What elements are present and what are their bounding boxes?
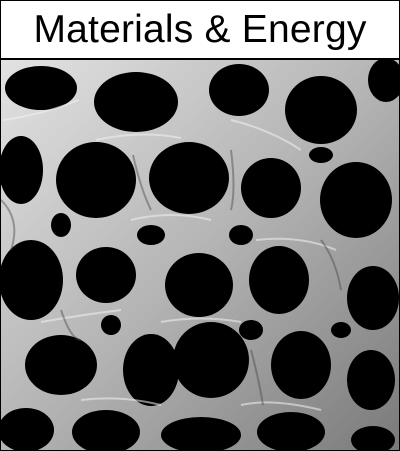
title-band: Materials & Energy: [1, 1, 399, 60]
porous-foam-micrograph-image: [1, 60, 399, 450]
page-title: Materials & Energy: [33, 8, 367, 51]
